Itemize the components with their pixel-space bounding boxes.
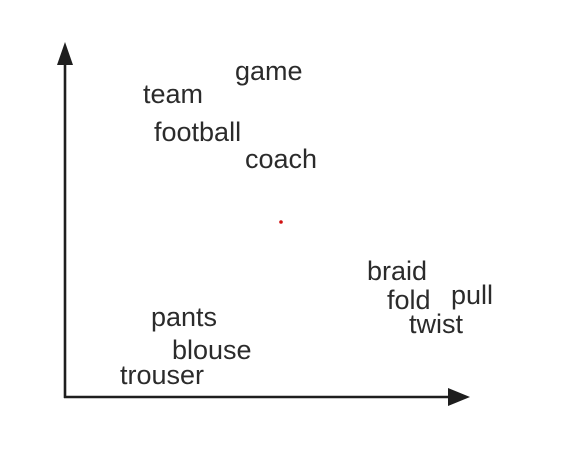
center-dot <box>279 220 283 224</box>
word-braid: braid <box>367 256 427 286</box>
word-blouse: blouse <box>172 335 252 365</box>
word-coach: coach <box>245 144 317 174</box>
word-trouser: trouser <box>120 360 204 390</box>
word-twist: twist <box>409 309 463 339</box>
word-fold: fold <box>387 285 431 315</box>
y-axis-arrow-icon <box>57 42 73 65</box>
clothing-cluster: pants blouse trouser <box>120 302 252 390</box>
actions-cluster: braid fold pull twist <box>367 256 493 339</box>
axes <box>57 42 470 406</box>
word-pants: pants <box>151 302 217 332</box>
word-football: football <box>154 117 241 147</box>
word-pull: pull <box>451 280 493 310</box>
word-team: team <box>143 79 203 109</box>
sports-cluster: team game football coach <box>143 56 317 174</box>
word-game: game <box>235 56 303 86</box>
x-axis-arrow-icon <box>448 388 470 406</box>
